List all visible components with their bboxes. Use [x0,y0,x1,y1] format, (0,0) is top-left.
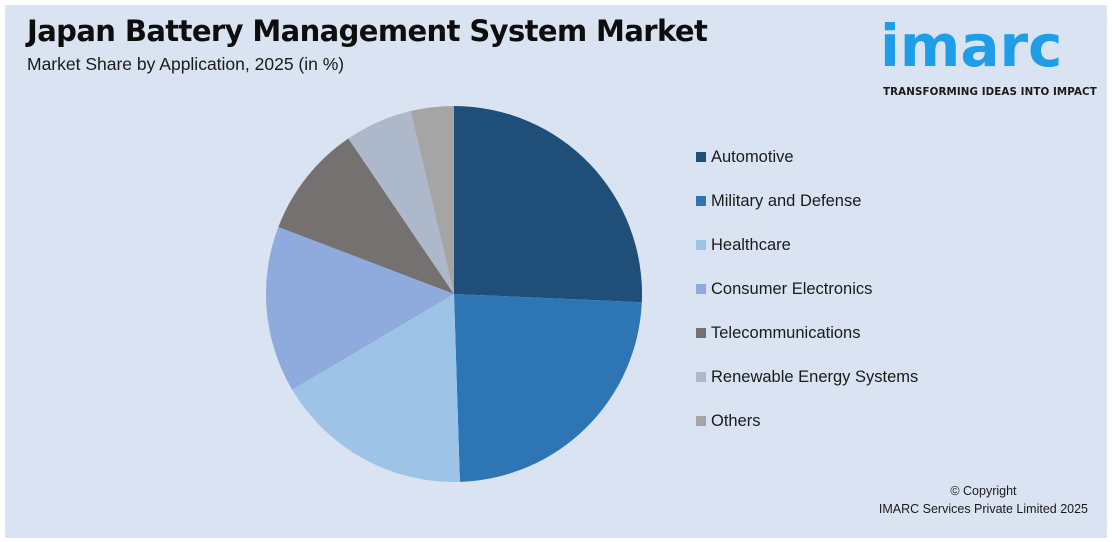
legend-label: Telecommunications [711,323,861,342]
logo-tagline: TRANSFORMING IDEAS INTO IMPACT [883,86,1097,98]
pie-slices [266,106,643,483]
legend-swatch [696,328,706,338]
pie-slice-consumer-electronics [266,226,454,390]
pie-slice-military-and-defense [454,294,642,482]
copyright-line-1: © Copyright [950,484,1017,498]
legend-label: Renewable Energy Systems [711,367,919,386]
logo-wordmark: imarc [880,12,1063,80]
legend-swatch [696,372,706,382]
legend-label: Military and Defense [711,191,862,210]
chart-subtitle: Market Share by Application, 2025 (in %) [27,54,345,74]
legend-label: Consumer Electronics [711,279,873,298]
legend-item-healthcare: Healthcare [696,234,791,256]
chart-title: Japan Battery Management System Market [27,14,708,48]
imarc-logo: imarc TRANSFORMING IDEAS INTO IMPACT [880,5,1097,105]
legend-item-consumer-electronics: Consumer Electronics [696,278,872,300]
legend-swatch [696,284,706,294]
pie-slice-renewable-energy-systems [348,111,454,294]
pie-slice-telecommunications [278,138,454,294]
legend-item-others: Others [696,410,761,432]
pie-slice-others [410,106,454,294]
legend-item-military-and-defense: Military and Defense [696,190,861,212]
legend-item-automotive: Automotive [696,146,794,168]
legend-swatch [696,196,706,206]
copyright-line-2: IMARC Services Private Limited 2025 [878,502,1088,516]
legend-label: Healthcare [711,235,791,254]
legend-label: Others [711,411,761,430]
pie-slice-automotive [454,106,643,303]
legend-label: Automotive [711,147,794,166]
legend-swatch [696,416,706,426]
legend-swatch [696,240,706,250]
legend-swatch [696,152,706,162]
legend-item-telecommunications: Telecommunications [696,322,860,344]
pie-slice-healthcare [292,294,460,483]
copyright-notice: © Copyright IMARC Services Private Limit… [879,482,1088,518]
legend-item-renewable-energy-systems: Renewable Energy Systems [696,366,918,388]
